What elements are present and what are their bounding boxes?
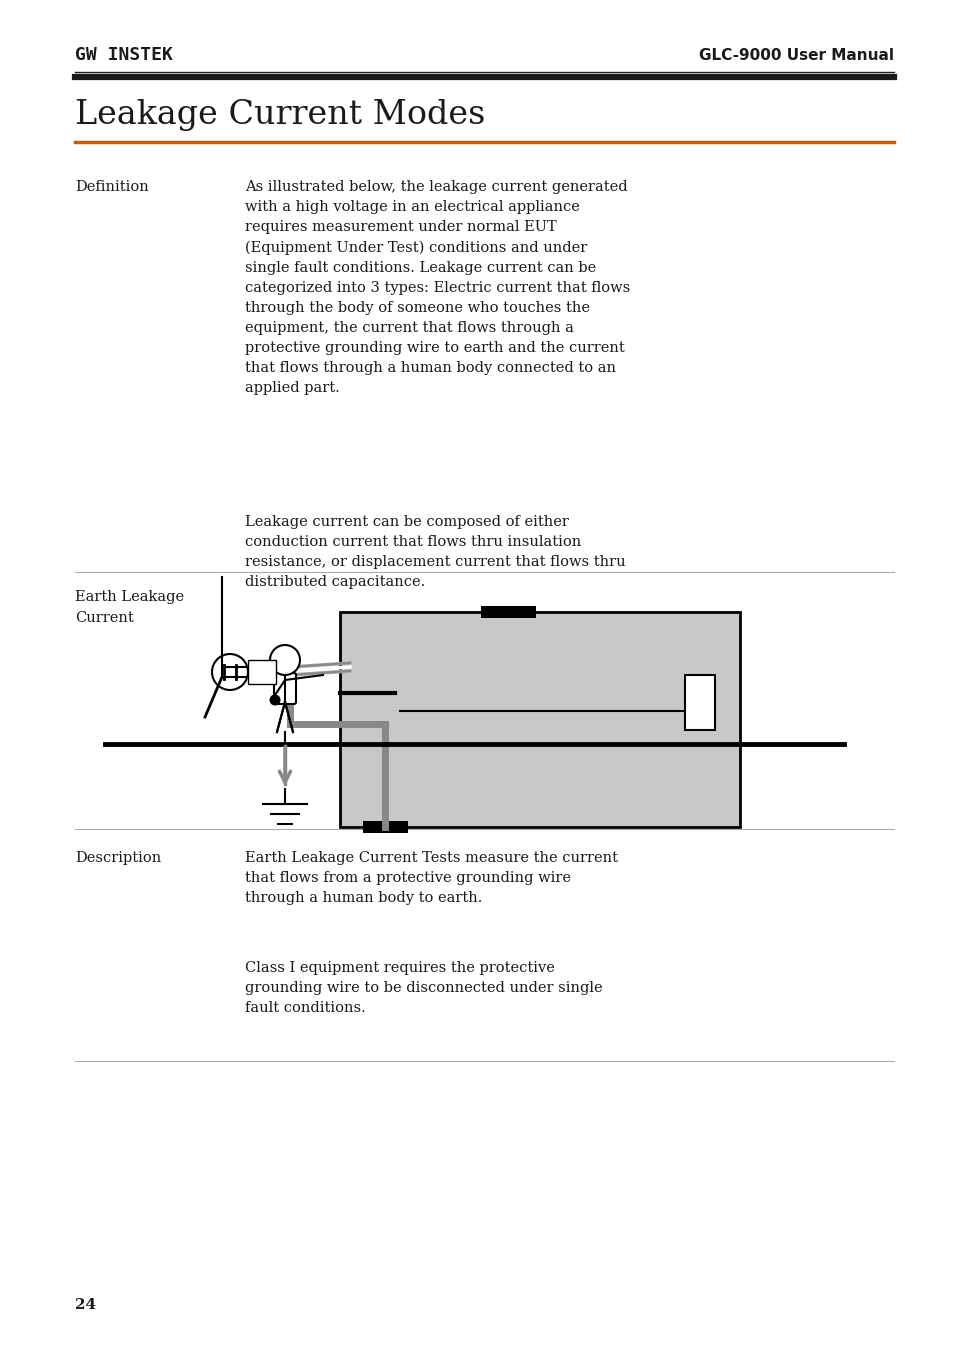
Text: GW INSTEK: GW INSTEK bbox=[75, 46, 172, 63]
Circle shape bbox=[269, 694, 280, 706]
Bar bbox=[248, 660, 275, 684]
Text: Class I equipment requires the protective
grounding wire to be disconnected unde: Class I equipment requires the protectiv… bbox=[245, 961, 602, 1015]
Text: GLC-9000 User Manual: GLC-9000 User Manual bbox=[699, 47, 893, 62]
Text: Earth Leakage Current Tests measure the current
that flows from a protective gro: Earth Leakage Current Tests measure the … bbox=[245, 850, 618, 904]
Circle shape bbox=[270, 645, 299, 675]
FancyBboxPatch shape bbox=[274, 674, 295, 703]
Bar bbox=[362, 821, 407, 833]
Text: Definition: Definition bbox=[75, 180, 149, 194]
Circle shape bbox=[212, 653, 248, 690]
Text: Leakage Current Modes: Leakage Current Modes bbox=[75, 99, 485, 131]
Text: Description: Description bbox=[75, 850, 161, 865]
Text: As illustrated below, the leakage current generated
with a high voltage in an el: As illustrated below, the leakage curren… bbox=[245, 180, 630, 396]
Bar bbox=[480, 606, 535, 618]
Text: Leakage current can be composed of either
conduction current that flows thru ins: Leakage current can be composed of eithe… bbox=[245, 514, 625, 589]
Bar bbox=[684, 675, 714, 730]
Text: 24: 24 bbox=[75, 1297, 96, 1312]
Text: Earth Leakage
Current: Earth Leakage Current bbox=[75, 590, 184, 625]
Bar bbox=[339, 612, 740, 828]
